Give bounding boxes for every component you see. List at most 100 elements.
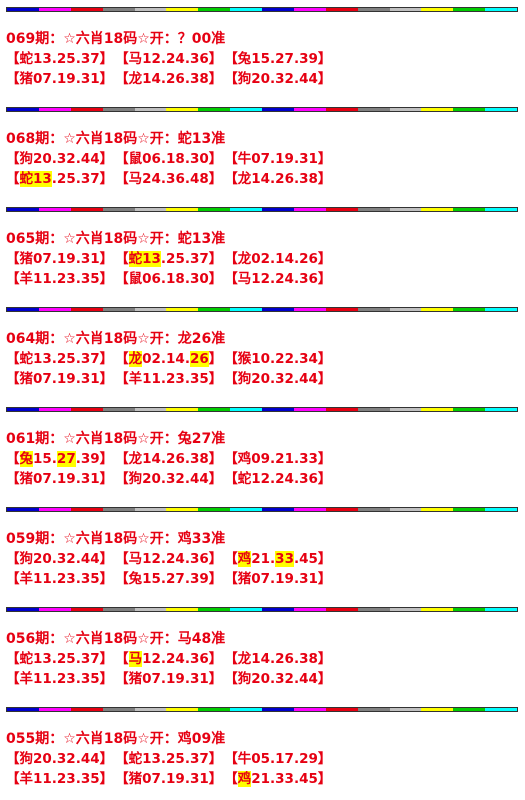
zodiac-number-group: 【羊11.23.35】 [6, 569, 113, 589]
group-text: 】 [99, 751, 114, 767]
divider-segment [485, 308, 517, 311]
group-text: 【 [115, 251, 129, 267]
group-text: 【鼠06.18.30 [115, 271, 209, 287]
group-text: 】 [99, 671, 114, 687]
group-text: 【 [6, 451, 20, 467]
number-row: 【羊11.23.35】 【鼠06.18.30】 【马12.24.36】 [6, 269, 518, 289]
group-text: 】 [208, 751, 223, 767]
divider-segment [262, 608, 294, 611]
group-text: 】 [99, 251, 114, 267]
divider-segment [102, 308, 135, 311]
divider-segment [389, 8, 422, 11]
forecast-post: 055期：☆六肖18码☆开：鸡09准 【狗20.32.44】 【蛇13.25.37】… [6, 729, 518, 789]
divider-segment [7, 608, 39, 611]
group-text: 】 [99, 571, 114, 587]
divider-segment [134, 408, 167, 411]
group-text: 】 [317, 171, 332, 187]
divider-segment [325, 8, 358, 11]
divider-segment [102, 408, 135, 411]
divider-segment [70, 408, 103, 411]
divider-segment [357, 608, 390, 611]
divider-segment [389, 208, 422, 211]
group-text: 12.24.36】 [142, 651, 223, 667]
number-row: 【狗20.32.44】 【蛇13.25.37】 【牛05.17.29】 [6, 749, 518, 769]
number-row: 【猪07.19.31】 【龙14.26.38】 【狗20.32.44】 [6, 69, 518, 89]
divider-segment [325, 308, 358, 311]
divider-segment [230, 408, 262, 411]
group-text: 【 [115, 651, 129, 667]
divider-segment [198, 708, 231, 711]
divider-segment [134, 8, 167, 11]
forecast-post: 069期：☆六肖18码☆开：？00准 【蛇13.25.37】 【马12.24.36】… [6, 29, 518, 89]
divider-segment [421, 8, 454, 11]
group-text: 】 [208, 51, 223, 67]
highlight-hit: 蛇13 [19, 171, 52, 187]
number-row: 【猪07.19.31】 【羊11.23.35】 【狗20.32.44】 [6, 369, 518, 389]
divider-segment [7, 208, 39, 211]
zodiac-number-group: 【狗20.32.44】 [6, 549, 113, 569]
divider-segment [38, 108, 71, 111]
divider-segment [357, 308, 390, 311]
divider-segment [166, 308, 199, 311]
divider-segment [485, 8, 517, 11]
group-text: 【龙14.26.38 [224, 171, 318, 187]
group-text: 【猴10.22.34 [224, 351, 318, 367]
group-text: 【 [6, 171, 20, 187]
group-text: 】 [99, 371, 114, 387]
post-title: 061期：☆六肖18码☆开：兔27准 [6, 431, 226, 447]
zodiac-number-group: 【马12.24.36】 [115, 649, 222, 669]
group-text: 】 [317, 571, 332, 587]
divider-segment [198, 208, 231, 211]
forecast-post: 059期：☆六肖18码☆开：鸡33准 【狗20.32.44】 【马12.24.36】… [6, 529, 518, 589]
post-title: 065期：☆六肖18码☆开：蛇13准 [6, 231, 226, 247]
divider-segment [7, 108, 39, 111]
group-text: 】 [208, 351, 223, 367]
zodiac-number-group: 【牛05.17.29】 [224, 749, 331, 769]
divider-segment [293, 208, 326, 211]
zodiac-number-group: 【蛇13.25.37】 [115, 249, 222, 269]
group-text: 】 [208, 271, 223, 287]
divider-segment [421, 108, 454, 111]
divider-segment [166, 408, 199, 411]
group-text: 】 [208, 71, 223, 87]
group-text: 【龙02.14.26 [224, 251, 318, 267]
number-row: 【羊11.23.35】 【猪07.19.31】 【狗20.32.44】 [6, 669, 518, 689]
zodiac-number-group: 【羊11.23.35】 [6, 669, 113, 689]
zodiac-number-group: 【马12.24.36】 [115, 549, 222, 569]
divider-segment [70, 108, 103, 111]
divider-segment [453, 708, 486, 711]
highlight-hit: 33 [275, 551, 294, 567]
group-text: 】 [317, 351, 332, 367]
divider-segment [166, 108, 199, 111]
number-row: 【猪07.19.31】 【狗20.32.44】 【蛇12.24.36】 [6, 469, 518, 489]
divider-segment [70, 508, 103, 511]
divider-segment [166, 608, 199, 611]
number-row: 【羊11.23.35】 【猪07.19.31】 【鸡21.33.45】 [6, 769, 518, 789]
divider-segment [38, 608, 71, 611]
group-text: 】 [317, 751, 332, 767]
divider-segment [262, 508, 294, 511]
number-row: 【羊11.23.35】 【兔15.27.39】 【猪07.19.31】 [6, 569, 518, 589]
group-text: 【马24.36.48 [115, 171, 209, 187]
number-row: 【蛇13.25.37】 【马12.24.36】 【兔15.27.39】 [6, 49, 518, 69]
zodiac-number-group: 【狗20.32.44】 [6, 149, 113, 169]
group-text: 】 [99, 51, 114, 67]
divider-segment [38, 308, 71, 311]
divider-segment [198, 608, 231, 611]
divider-segment [38, 708, 71, 711]
group-text: 】 [99, 551, 114, 567]
group-text: .45】 [293, 551, 332, 567]
zodiac-number-group: 【鼠06.18.30】 [115, 149, 222, 169]
group-text: 【蛇13.25.37 [6, 351, 100, 367]
divider-segment [230, 608, 262, 611]
divider-segment [453, 8, 486, 11]
number-row: 【狗20.32.44】 【鼠06.18.30】 【牛07.19.31】 [6, 149, 518, 169]
group-text: 【马12.24.36 [224, 271, 318, 287]
group-text: 【 [224, 551, 238, 567]
zodiac-number-group: 【马12.24.36】 [224, 269, 331, 289]
zodiac-number-group: 【猪07.19.31】 [115, 769, 222, 789]
highlight-hit: 蛇13 [128, 251, 161, 267]
group-text: 】 [317, 371, 332, 387]
zodiac-number-group: 【蛇13.25.37】 [6, 169, 113, 189]
group-text: 【猪07.19.31 [6, 251, 100, 267]
